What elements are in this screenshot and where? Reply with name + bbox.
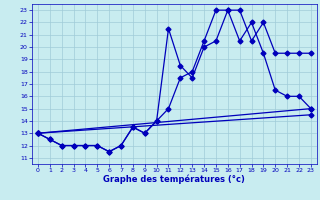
X-axis label: Graphe des températures (°c): Graphe des températures (°c) — [103, 175, 245, 184]
